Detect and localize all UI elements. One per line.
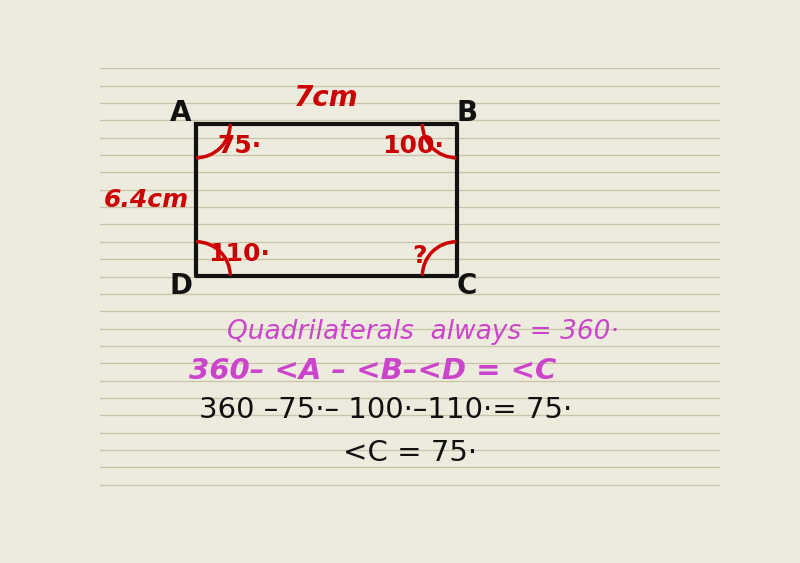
Text: 75·: 75· bbox=[218, 133, 262, 158]
Text: C: C bbox=[457, 272, 478, 301]
Text: 110·: 110· bbox=[209, 242, 270, 266]
Text: 100·: 100· bbox=[382, 133, 444, 158]
Text: B: B bbox=[457, 99, 478, 127]
Text: 7cm: 7cm bbox=[294, 84, 358, 112]
Text: D: D bbox=[169, 272, 192, 301]
Text: 360 –75·– 100·–110·= 75·: 360 –75·– 100·–110·= 75· bbox=[198, 396, 572, 424]
Text: <C = 75·: <C = 75· bbox=[343, 439, 477, 467]
Text: 6.4cm: 6.4cm bbox=[104, 188, 189, 212]
Text: A: A bbox=[170, 99, 191, 127]
Text: 360– <A – <B–<D = <C: 360– <A – <B–<D = <C bbox=[189, 357, 557, 385]
Text: Quadrilaterals  always = 360·: Quadrilaterals always = 360· bbox=[226, 319, 618, 345]
Text: ?: ? bbox=[412, 244, 426, 268]
